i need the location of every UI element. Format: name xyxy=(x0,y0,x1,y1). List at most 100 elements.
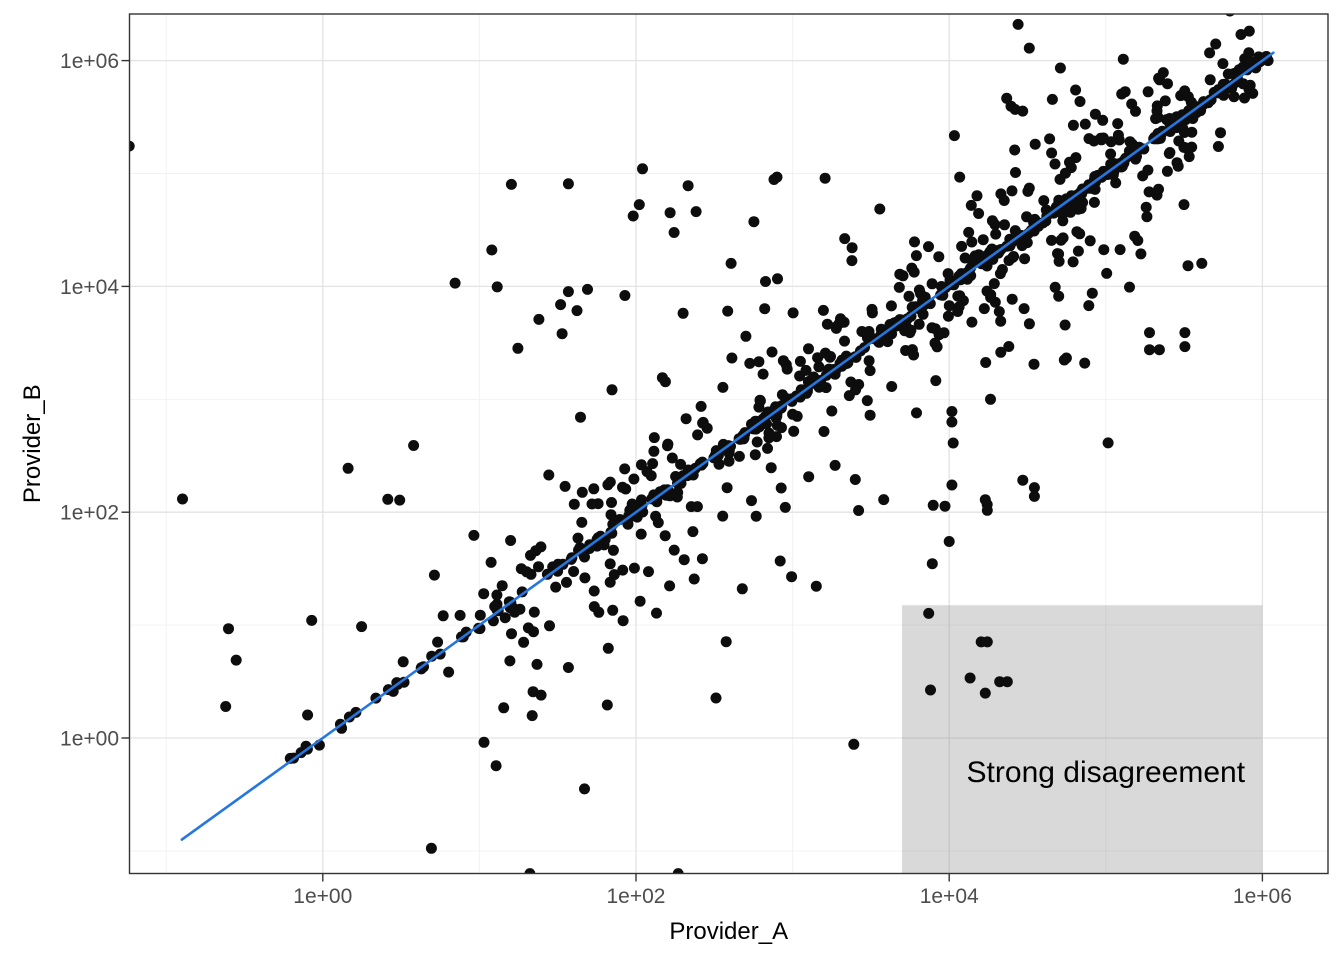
data-point xyxy=(835,313,846,325)
data-point xyxy=(1097,114,1109,126)
data-point xyxy=(998,195,1010,206)
data-point xyxy=(521,566,533,578)
data-point xyxy=(787,307,799,319)
data-point xyxy=(1212,141,1224,152)
data-point xyxy=(733,450,745,462)
data-point xyxy=(746,495,757,507)
data-point xyxy=(562,662,574,673)
data-point xyxy=(606,384,618,396)
data-point xyxy=(593,606,605,618)
data-point xyxy=(514,603,526,615)
data-point xyxy=(826,405,838,417)
data-point xyxy=(759,303,771,315)
data-point xyxy=(946,416,958,428)
data-point xyxy=(942,268,954,280)
data-point xyxy=(775,482,787,494)
data-point xyxy=(460,626,472,638)
data-point xyxy=(675,458,687,470)
data-point xyxy=(651,607,662,619)
data-point xyxy=(607,604,619,616)
data-point xyxy=(904,327,916,339)
data-point xyxy=(1003,341,1015,352)
data-point xyxy=(923,607,935,619)
data-point xyxy=(1142,86,1154,98)
data-point xyxy=(925,684,936,696)
data-point xyxy=(473,622,485,634)
data-point xyxy=(930,375,942,387)
annotation-label: Strong disagreement xyxy=(967,756,1246,789)
data-point xyxy=(544,620,555,632)
data-point xyxy=(498,702,510,714)
data-point xyxy=(1046,147,1058,159)
data-point xyxy=(943,300,955,312)
data-point xyxy=(979,494,991,506)
data-point xyxy=(1144,327,1155,339)
data-point xyxy=(628,562,640,574)
data-point xyxy=(555,299,567,311)
data-point xyxy=(504,655,516,667)
data-point xyxy=(512,342,524,354)
data-point xyxy=(927,499,939,511)
data-point xyxy=(947,437,959,449)
data-point xyxy=(996,264,1008,275)
data-point xyxy=(964,672,976,684)
data-point xyxy=(1083,300,1095,312)
data-point xyxy=(1177,122,1189,134)
data-point xyxy=(428,569,440,581)
data-point xyxy=(696,553,708,565)
data-point xyxy=(757,368,769,380)
data-point xyxy=(1010,167,1021,178)
data-point xyxy=(1006,185,1018,197)
data-point xyxy=(885,300,897,312)
data-point xyxy=(678,554,690,566)
data-point xyxy=(1101,267,1113,279)
data-point xyxy=(906,344,918,356)
data-point xyxy=(897,270,909,282)
data-point xyxy=(643,566,654,578)
data-point xyxy=(506,628,517,640)
data-point xyxy=(777,355,789,367)
data-point xyxy=(230,654,242,666)
data-point xyxy=(636,494,647,506)
data-point xyxy=(722,305,734,317)
data-point xyxy=(568,566,580,577)
data-point xyxy=(821,318,833,330)
data-point xyxy=(1183,151,1195,163)
data-point xyxy=(1187,113,1199,124)
data-point xyxy=(1239,92,1250,104)
data-point xyxy=(1070,84,1082,96)
data-point xyxy=(1046,93,1058,105)
data-point xyxy=(786,571,798,583)
data-point xyxy=(579,783,590,795)
data-point xyxy=(956,240,968,252)
data-point xyxy=(973,208,985,219)
data-point xyxy=(917,308,929,320)
data-point xyxy=(766,346,778,358)
data-point xyxy=(942,310,954,322)
data-point xyxy=(893,281,905,293)
data-point xyxy=(819,172,831,184)
data-point xyxy=(1243,47,1255,59)
data-point xyxy=(1023,42,1035,54)
identity-line xyxy=(180,51,1275,841)
data-point xyxy=(765,462,777,474)
data-point xyxy=(1204,47,1216,59)
data-point xyxy=(576,486,588,498)
data-point xyxy=(647,458,659,470)
data-point xyxy=(779,501,791,513)
data-point xyxy=(531,658,543,670)
data-point xyxy=(850,384,862,396)
data-point xyxy=(864,365,876,377)
data-point xyxy=(1116,88,1128,100)
data-point xyxy=(220,701,232,712)
data-point xyxy=(692,429,704,441)
data-point xyxy=(177,493,188,505)
data-point xyxy=(432,636,444,648)
data-point xyxy=(725,257,737,269)
data-point xyxy=(571,305,583,317)
data-point xyxy=(605,509,617,521)
data-point xyxy=(1083,133,1095,145)
data-point xyxy=(751,436,763,448)
data-point xyxy=(1153,72,1165,84)
